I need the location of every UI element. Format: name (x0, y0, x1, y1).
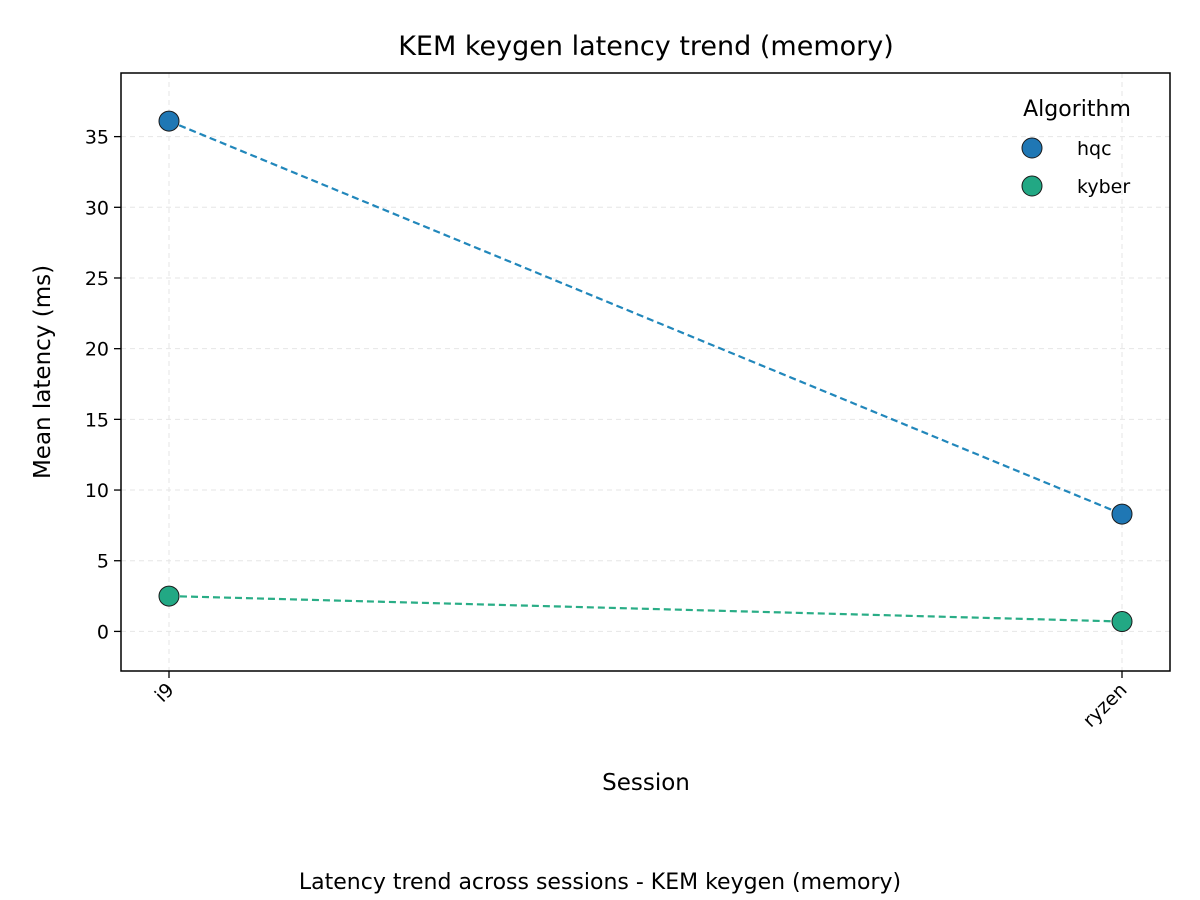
x-axis-label: Session (602, 770, 690, 796)
y-axis: 0 5 10 15 20 25 30 35 (85, 127, 121, 643)
legend-marker-hqc (1021, 137, 1043, 159)
legend-items: hqc kyber (1021, 137, 1130, 198)
chart-caption: Latency trend across sessions - KEM keyg… (299, 870, 901, 895)
legend-marker-kyber (1021, 175, 1043, 197)
y-tick-label: 15 (85, 409, 109, 431)
data-point-kyber (1111, 611, 1133, 633)
y-tick-label: 5 (97, 551, 109, 573)
y-axis-label: Mean latency (ms) (30, 265, 56, 479)
legend-label-hqc: hqc (1077, 138, 1112, 160)
x-tick-label: i9 (151, 679, 179, 707)
chart-title: KEM keygen latency trend (memory) (398, 31, 894, 62)
y-tick-label: 35 (85, 127, 109, 149)
data-point-hqc (1111, 503, 1133, 525)
data-point-kyber (158, 585, 180, 607)
y-tick-label: 25 (85, 268, 109, 290)
series-layer (158, 110, 1133, 633)
y-tick-label: 0 (97, 621, 109, 643)
grid (121, 73, 1170, 671)
legend-label-kyber: kyber (1077, 176, 1130, 198)
series-line-kyber (168, 594, 1123, 623)
y-tick-label: 30 (85, 197, 109, 219)
y-tick-label: 20 (85, 339, 109, 361)
x-tick-label: ryzen (1079, 679, 1132, 732)
data-point-hqc (158, 110, 180, 132)
x-axis: i9 ryzen (151, 671, 1132, 732)
legend-title: Algorithm (1023, 97, 1131, 122)
series-line-hqc (168, 120, 1123, 516)
y-tick-label: 10 (85, 480, 109, 502)
legend: Algorithm hqc kyber (1021, 97, 1131, 198)
plot-frame (120, 72, 1171, 672)
